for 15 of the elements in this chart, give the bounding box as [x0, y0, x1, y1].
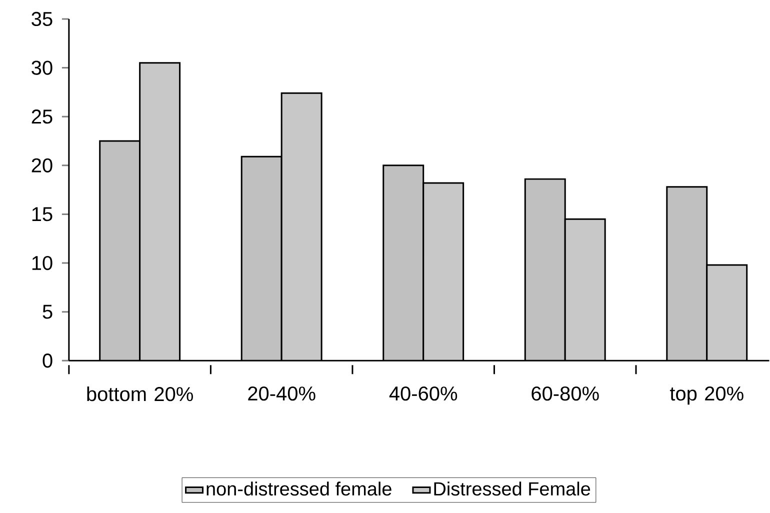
x-tick-label: 20-40%	[248, 386, 316, 400]
y-tick-label: 10	[32, 256, 52, 270]
legend-label: Distressed Female	[434, 481, 590, 496]
x-tick-label: bottom 20%	[87, 386, 193, 401]
y-tick-label: 15	[32, 206, 52, 221]
x-tick-label: 60-80%	[532, 386, 599, 400]
legend-label: non-distressed female	[206, 481, 392, 496]
y-tick-label: 0	[42, 353, 52, 368]
y-tick-label: 30	[32, 60, 52, 75]
x-tick-label: 40-60%	[389, 386, 458, 400]
y-tick-label: 25	[32, 109, 52, 124]
y-tick-label: 20	[32, 158, 52, 172]
y-tick-label: 5	[42, 304, 52, 319]
y-tick-label: 35	[32, 12, 52, 26]
x-tick-label: top 20%	[670, 386, 744, 404]
